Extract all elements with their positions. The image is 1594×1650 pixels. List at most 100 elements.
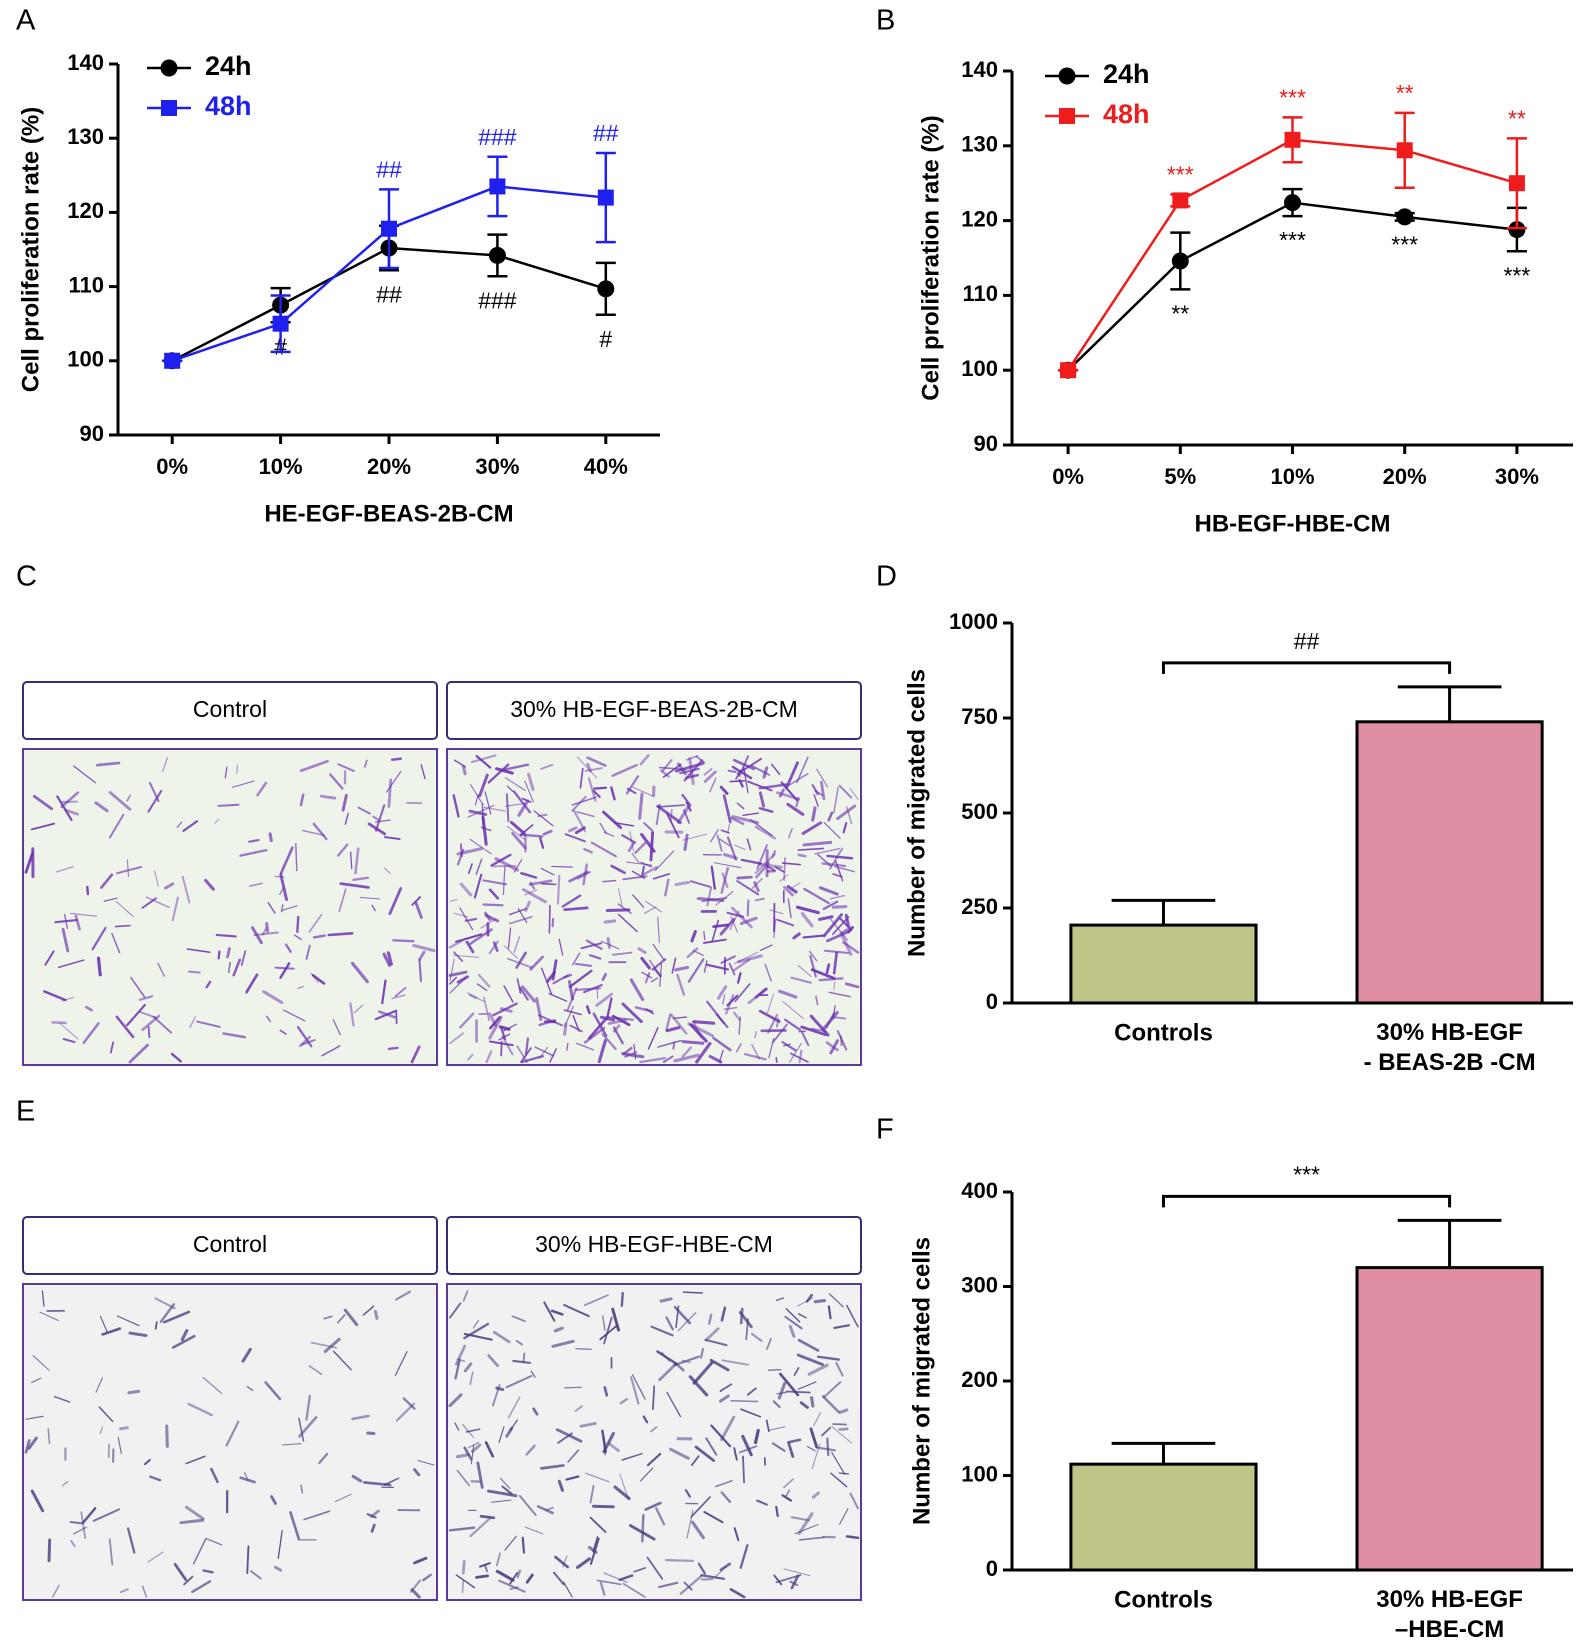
cell-stain: [655, 1507, 666, 1526]
cell-stain: [630, 1376, 640, 1405]
cell-stain: [312, 934, 326, 939]
cell-stain: [762, 766, 769, 779]
cell-stain: [826, 1437, 830, 1457]
cell-stain: [703, 770, 717, 783]
cell-stain: [332, 1350, 352, 1371]
cell-stain: [328, 773, 344, 790]
cell-stain: [412, 943, 436, 953]
y-tick-label: 400: [961, 1178, 998, 1203]
cell-stain: [128, 1043, 149, 1064]
y-tick-label: 130: [961, 132, 998, 157]
cell-stain: [786, 885, 798, 894]
cell-stain: [522, 1352, 526, 1364]
cell-stain: [776, 1391, 787, 1395]
cell-stain: [844, 913, 850, 927]
cell-stain: [461, 1559, 466, 1575]
cell-stain: [466, 992, 485, 1003]
cell-stain: [506, 825, 526, 841]
cell-stain: [60, 791, 80, 809]
cell-stain: [138, 1010, 158, 1019]
cell-stain: [495, 1569, 515, 1582]
cell-stain: [831, 904, 848, 909]
cell-stain: [754, 987, 768, 999]
cell-stain: [449, 976, 467, 994]
cell-stain: [605, 997, 613, 1020]
bar: [1069, 923, 1258, 1005]
cell-stain: [51, 1021, 67, 1025]
cell-stain: [703, 1510, 724, 1524]
cell-stain: [703, 960, 708, 973]
significance-label: ##: [376, 281, 402, 307]
cell-stain: [484, 791, 492, 815]
cell-stain: [648, 959, 661, 977]
cell-stain: [557, 1479, 565, 1492]
cell-stain: [671, 957, 677, 974]
cell-stain: [386, 771, 402, 793]
cell-stain: [454, 1359, 461, 1380]
cell-stain: [488, 1015, 503, 1040]
cell-stain: [92, 1508, 121, 1522]
cell-stain: [411, 896, 422, 906]
cell-stain: [664, 1559, 694, 1563]
cell-stain: [731, 765, 753, 780]
cell-stain: [187, 970, 201, 974]
cell-stain: [627, 842, 635, 853]
cell-stain: [733, 958, 751, 972]
cell-stain: [681, 793, 692, 807]
cell-stain: [733, 1011, 741, 1022]
cell-stain: [574, 987, 601, 991]
cell-stain: [529, 955, 544, 971]
cell-stain: [603, 919, 617, 924]
cell-stain: [789, 1580, 799, 1587]
cell-stain: [602, 879, 617, 883]
cell-stain: [383, 1477, 400, 1486]
cell-stain: [256, 781, 268, 797]
cell-stain: [548, 992, 568, 1002]
cell-stain: [301, 1039, 316, 1046]
cell-stain: [715, 1479, 733, 1488]
cell-stain: [472, 1319, 480, 1329]
cell-stain: [832, 951, 838, 975]
cell-stain: [502, 763, 530, 772]
cell-stain: [318, 1452, 329, 1465]
cell-stain: [543, 1301, 556, 1322]
cell-stain: [692, 1021, 703, 1039]
cell-stain: [838, 1427, 849, 1431]
x-tick-label: 0%: [1052, 464, 1084, 489]
cell-stain: [350, 961, 369, 984]
cell-stain: [141, 1585, 148, 1598]
cell-stain: [811, 1491, 820, 1499]
cell-stain: [82, 1022, 100, 1045]
data-point: [1284, 131, 1301, 148]
cell-stain: [566, 987, 578, 1011]
cell-stain: [241, 1347, 252, 1363]
cell-stain: [343, 1308, 359, 1327]
cell-stain: [660, 769, 670, 778]
y-tick-label: 140: [961, 57, 998, 82]
cell-stain: [662, 763, 682, 778]
cell-stain: [448, 1526, 476, 1532]
cell-stain: [586, 756, 607, 767]
panel-label: B: [876, 5, 895, 37]
cell-stain: [751, 877, 763, 889]
cell-stain: [94, 801, 109, 813]
cell-stain: [759, 944, 773, 952]
cell-stain: [508, 907, 527, 916]
cell-stain: [563, 1009, 582, 1016]
cell-stain: [284, 943, 292, 953]
cell-stain: [652, 1385, 656, 1411]
cell-stain: [743, 1052, 767, 1061]
cell-stain: [279, 873, 289, 902]
cell-stain: [476, 983, 488, 992]
significance-bracket: [1161, 1194, 1452, 1208]
cell-stain: [788, 772, 809, 787]
cell-stain: [758, 783, 788, 790]
cell-stain: [736, 802, 745, 810]
cell-stain: [734, 983, 751, 1003]
cell-stain: [655, 803, 661, 826]
cell-stain: [595, 992, 614, 1007]
cell-stain: [528, 879, 553, 886]
cell-stain: [246, 1385, 254, 1392]
micrograph-background: [22, 1283, 438, 1601]
